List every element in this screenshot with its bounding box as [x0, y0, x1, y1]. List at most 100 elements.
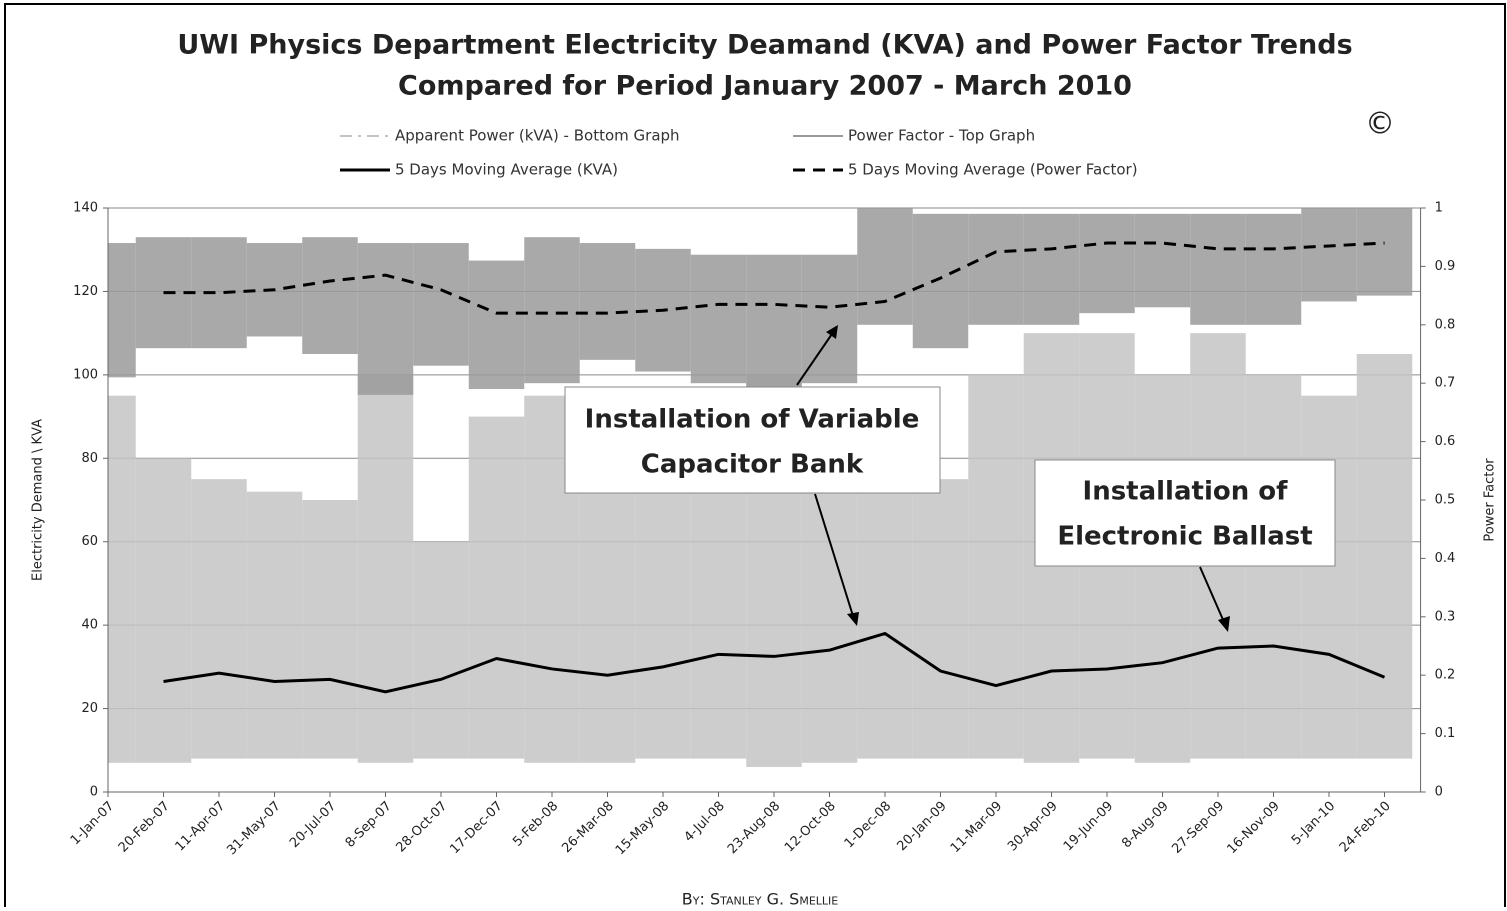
annotation-text: Installation of Variable — [585, 405, 920, 435]
x-tick-label: 12-Oct-08 — [782, 799, 839, 856]
arrow-head — [826, 325, 838, 339]
range-bar — [1301, 395, 1357, 759]
range-bar — [1134, 374, 1191, 763]
range-bar — [1023, 213, 1080, 325]
range-bar — [524, 237, 580, 384]
x-tick-label: 19-Jun-09 — [1061, 799, 1117, 855]
y2-tick-label: 0 — [1435, 785, 1443, 800]
x-tick-label: 5-Feb-08 — [510, 799, 561, 850]
annotation: Installation of Electronic Ballast — [1034, 459, 1336, 632]
range-bar — [468, 260, 525, 390]
y2-tick-label: 0.6 — [1435, 434, 1456, 449]
range-bar — [746, 254, 802, 395]
range-bar — [857, 208, 913, 325]
range-bar — [968, 213, 1024, 325]
y-tick-label: 140 — [73, 201, 98, 216]
y-axis-label: Electricity Demand \ KVA — [31, 419, 46, 581]
range-bar — [857, 458, 913, 759]
range-bar — [413, 243, 469, 366]
legend-label: 5 Days Moving Average (KVA) — [395, 161, 618, 179]
range-bar — [1134, 213, 1191, 308]
range-bar — [912, 479, 969, 759]
range-bar — [135, 458, 192, 763]
y2-tick-label: 0.3 — [1435, 609, 1456, 624]
credit: By: Stanley G. Smellie — [682, 890, 838, 908]
range-bar — [1356, 208, 1413, 296]
range-bar — [357, 374, 414, 763]
annotation-text: Capacitor Bank — [641, 450, 864, 480]
annotation: Installation of Variable Capacitor Bank — [564, 325, 941, 626]
x-tick-label: 27-Sep-09 — [1169, 799, 1227, 857]
range-bar — [1301, 208, 1357, 302]
range-bar — [690, 254, 747, 384]
y2-tick-label: 0.2 — [1435, 668, 1456, 683]
range-bar — [191, 479, 247, 759]
range-bar — [246, 491, 303, 759]
range-bar — [579, 243, 636, 360]
y2-tick-label: 0.1 — [1435, 726, 1456, 741]
y2-tick-label: 0.4 — [1435, 551, 1456, 566]
copyright: © — [1365, 107, 1395, 142]
annotation-text: Installation of — [1083, 477, 1289, 507]
x-tick-label: 20-Jan-09 — [894, 799, 949, 854]
arrow-head — [847, 612, 859, 626]
x-tick-label: 20-Jul-07 — [287, 799, 339, 851]
y-tick-label: 60 — [81, 534, 98, 549]
frame — [4, 3, 1506, 911]
range-bar — [1190, 213, 1246, 325]
x-tick-label: 11-Apr-07 — [173, 799, 229, 855]
line — [163, 631, 1386, 694]
range-bar — [108, 243, 136, 378]
y-tick-label: 0 — [90, 785, 98, 800]
y2-tick-label: 0.5 — [1435, 493, 1456, 508]
arrow — [814, 493, 854, 617]
x-tick-label: 23-Aug-08 — [725, 799, 783, 857]
x-tick-label: 15-May-08 — [613, 799, 672, 858]
x-tick-label: 1-Dec-08 — [842, 799, 895, 852]
x-tick-label: 1-Jan-07 — [68, 799, 117, 848]
x-tick-label: 24-Feb-10 — [1337, 799, 1394, 856]
range-bar — [1079, 213, 1135, 314]
arrow — [1199, 566, 1225, 623]
x-tick-label: 16-Nov-09 — [1224, 799, 1282, 857]
y-tick-label: 120 — [73, 284, 98, 299]
range-bar — [302, 237, 358, 354]
range-bar — [413, 541, 469, 759]
annotation-box — [1034, 459, 1336, 567]
line — [163, 241, 1385, 315]
y2-tick-label: 0.7 — [1435, 376, 1456, 391]
x-tick-label: 26-Mar-08 — [559, 799, 616, 856]
x-tick-label: 5-Jan-10 — [1289, 799, 1338, 848]
annotation-text: Electronic Ballast — [1057, 522, 1312, 552]
range-bar — [912, 213, 969, 349]
legend-label: Power Factor - Top Graph — [848, 127, 1035, 145]
legend-label: Apparent Power (kVA) - Bottom Graph — [395, 127, 680, 145]
x-tick-label: 8-Sep-07 — [343, 799, 395, 851]
range-bar — [1245, 374, 1302, 759]
x-tick-label: 31-May-07 — [224, 799, 283, 858]
range-bar — [801, 254, 858, 384]
y-tick-label: 40 — [81, 618, 98, 633]
range-bar — [1356, 354, 1413, 759]
x-tick-label: 17-Dec-07 — [447, 799, 505, 857]
range-bar — [191, 237, 247, 349]
range-bar — [302, 500, 358, 759]
range-bar — [108, 395, 136, 763]
range-bar — [357, 243, 414, 395]
x-tick-label: 30-Apr-09 — [1005, 799, 1061, 855]
y-tick-label: 80 — [81, 451, 98, 466]
arrow-head — [1218, 616, 1230, 632]
range-bar — [468, 416, 525, 759]
y-tick-label: 100 — [73, 367, 98, 382]
range-bar — [1245, 213, 1302, 325]
y2-axis-label: Power Factor — [1483, 458, 1498, 542]
x-tick-label: 4-Jul-08 — [681, 799, 727, 845]
x-tick-label: 20-Feb-07 — [116, 799, 173, 856]
y2-tick-label: 1 — [1435, 201, 1443, 216]
x-tick-label: 8-Aug-09 — [1119, 799, 1172, 852]
x-tick-label: 28-Oct-07 — [394, 799, 451, 856]
y2-tick-label: 0.9 — [1435, 259, 1456, 274]
y2-tick-label: 0.8 — [1435, 317, 1456, 332]
chart-title: UWI Physics Department Electricity Deama… — [177, 30, 1352, 61]
